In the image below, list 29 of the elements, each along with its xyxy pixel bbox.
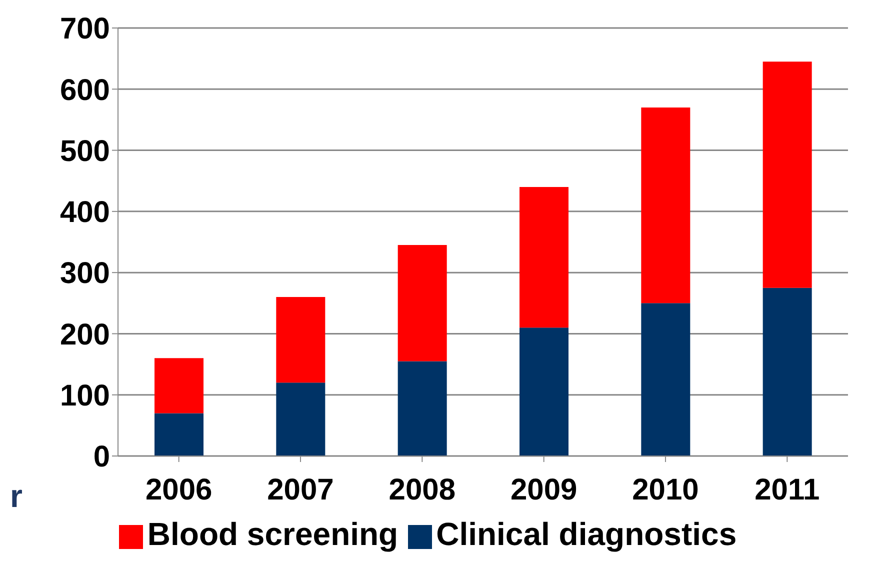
bar	[276, 297, 326, 383]
bar	[641, 107, 690, 304]
x-tick-label: 2006	[145, 473, 212, 506]
y-tick-label: 700	[60, 12, 110, 46]
bar	[641, 303, 690, 456]
x-tick-label: 2007	[267, 473, 334, 506]
text: r	[10, 478, 22, 515]
bar	[762, 62, 812, 288]
legend-label: Clinical diagnostics	[436, 516, 737, 552]
bar	[762, 288, 812, 456]
y-tick-label: 600	[60, 74, 110, 107]
y-tick-label: 500	[60, 134, 110, 168]
y-tick-label: 200	[60, 318, 110, 352]
bar	[520, 186, 568, 328]
bar	[520, 328, 568, 456]
y-tick-label: 400	[60, 196, 110, 230]
y-tick-label: 100	[60, 380, 110, 413]
bar	[154, 413, 204, 456]
x-tick-label: 2008	[388, 473, 456, 506]
bar	[154, 358, 204, 414]
bar	[398, 361, 447, 456]
y-tick-label: 300	[60, 257, 110, 290]
x-tick-label: 2009	[510, 473, 578, 506]
legend-label: Blood screening	[147, 516, 398, 552]
y-tick-label: 0	[93, 440, 110, 474]
bar	[398, 245, 447, 362]
bar	[276, 382, 326, 456]
x-tick-label: 2010	[632, 473, 699, 506]
x-tick-label: 2011	[754, 473, 820, 506]
